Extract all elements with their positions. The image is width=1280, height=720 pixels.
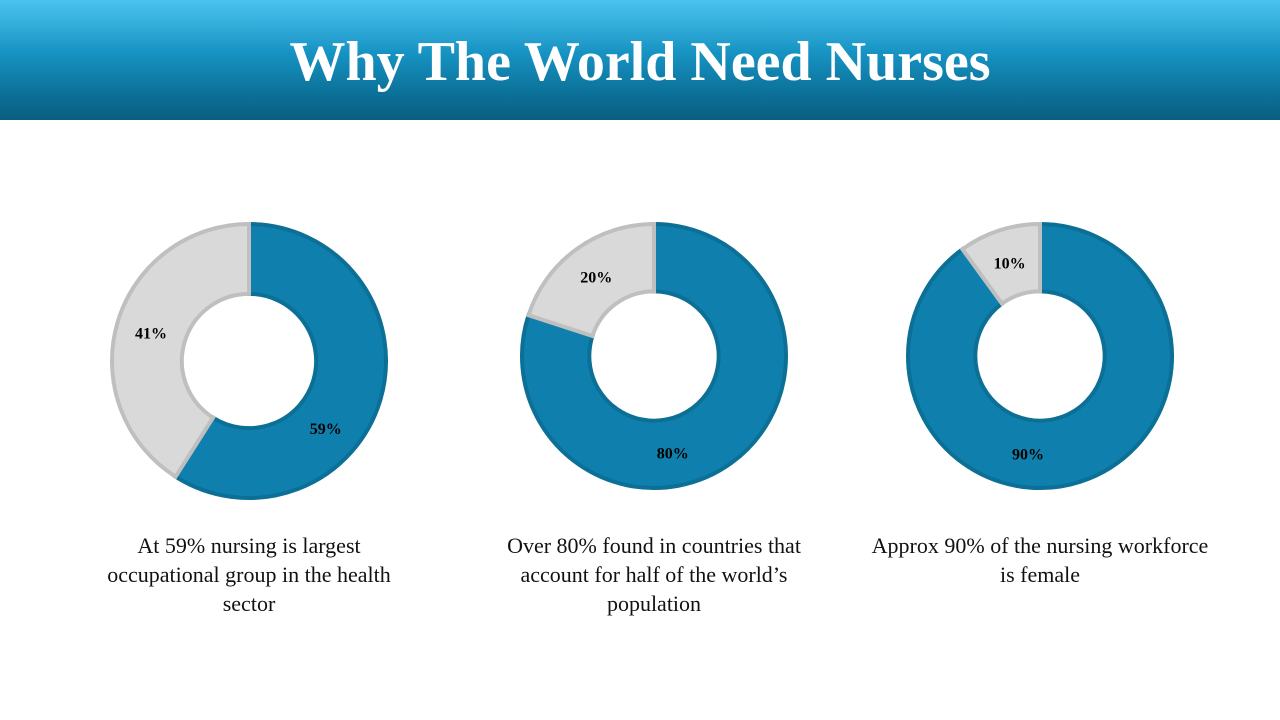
donut-2-segment-primary (520, 221, 788, 490)
page-title: Why The World Need Nurses (289, 31, 991, 93)
donut-chart-2: 80% 20% (520, 221, 788, 490)
donut-2-svg: 80% 20% (520, 221, 788, 490)
caption-1: At 59% nursing is largest occupational g… (107, 533, 391, 616)
caption-3: Approx 90% of the nursing workforce is f… (871, 533, 1209, 587)
donut-1-label-primary: 59% (310, 421, 342, 438)
donut-1-label-rest: 41% (135, 326, 167, 343)
donut-3-label-primary: 90% (1012, 447, 1044, 464)
donut-chart-1: 59% 41% (110, 221, 388, 500)
donut-2-label-rest: 20% (580, 269, 612, 286)
donut-3-segment-primary (906, 221, 1174, 490)
donut-3-segment-rest (959, 221, 1042, 307)
donut-2-segment-rest (525, 221, 656, 339)
donut-3-svg: 90% 10% (906, 221, 1174, 490)
donut-1-segment-rest (110, 221, 251, 480)
donut-1-svg: 59% 41% (110, 221, 388, 500)
caption-2: Over 80% found in countries that account… (507, 533, 801, 616)
donut-1-segment-primary (172, 221, 388, 500)
donut-chart-3: 90% 10% (906, 221, 1174, 490)
title-banner: Why The World Need Nurses (0, 0, 1280, 120)
donut-3-label-rest: 10% (994, 255, 1026, 272)
donut-2-label-primary: 80% (657, 446, 689, 463)
